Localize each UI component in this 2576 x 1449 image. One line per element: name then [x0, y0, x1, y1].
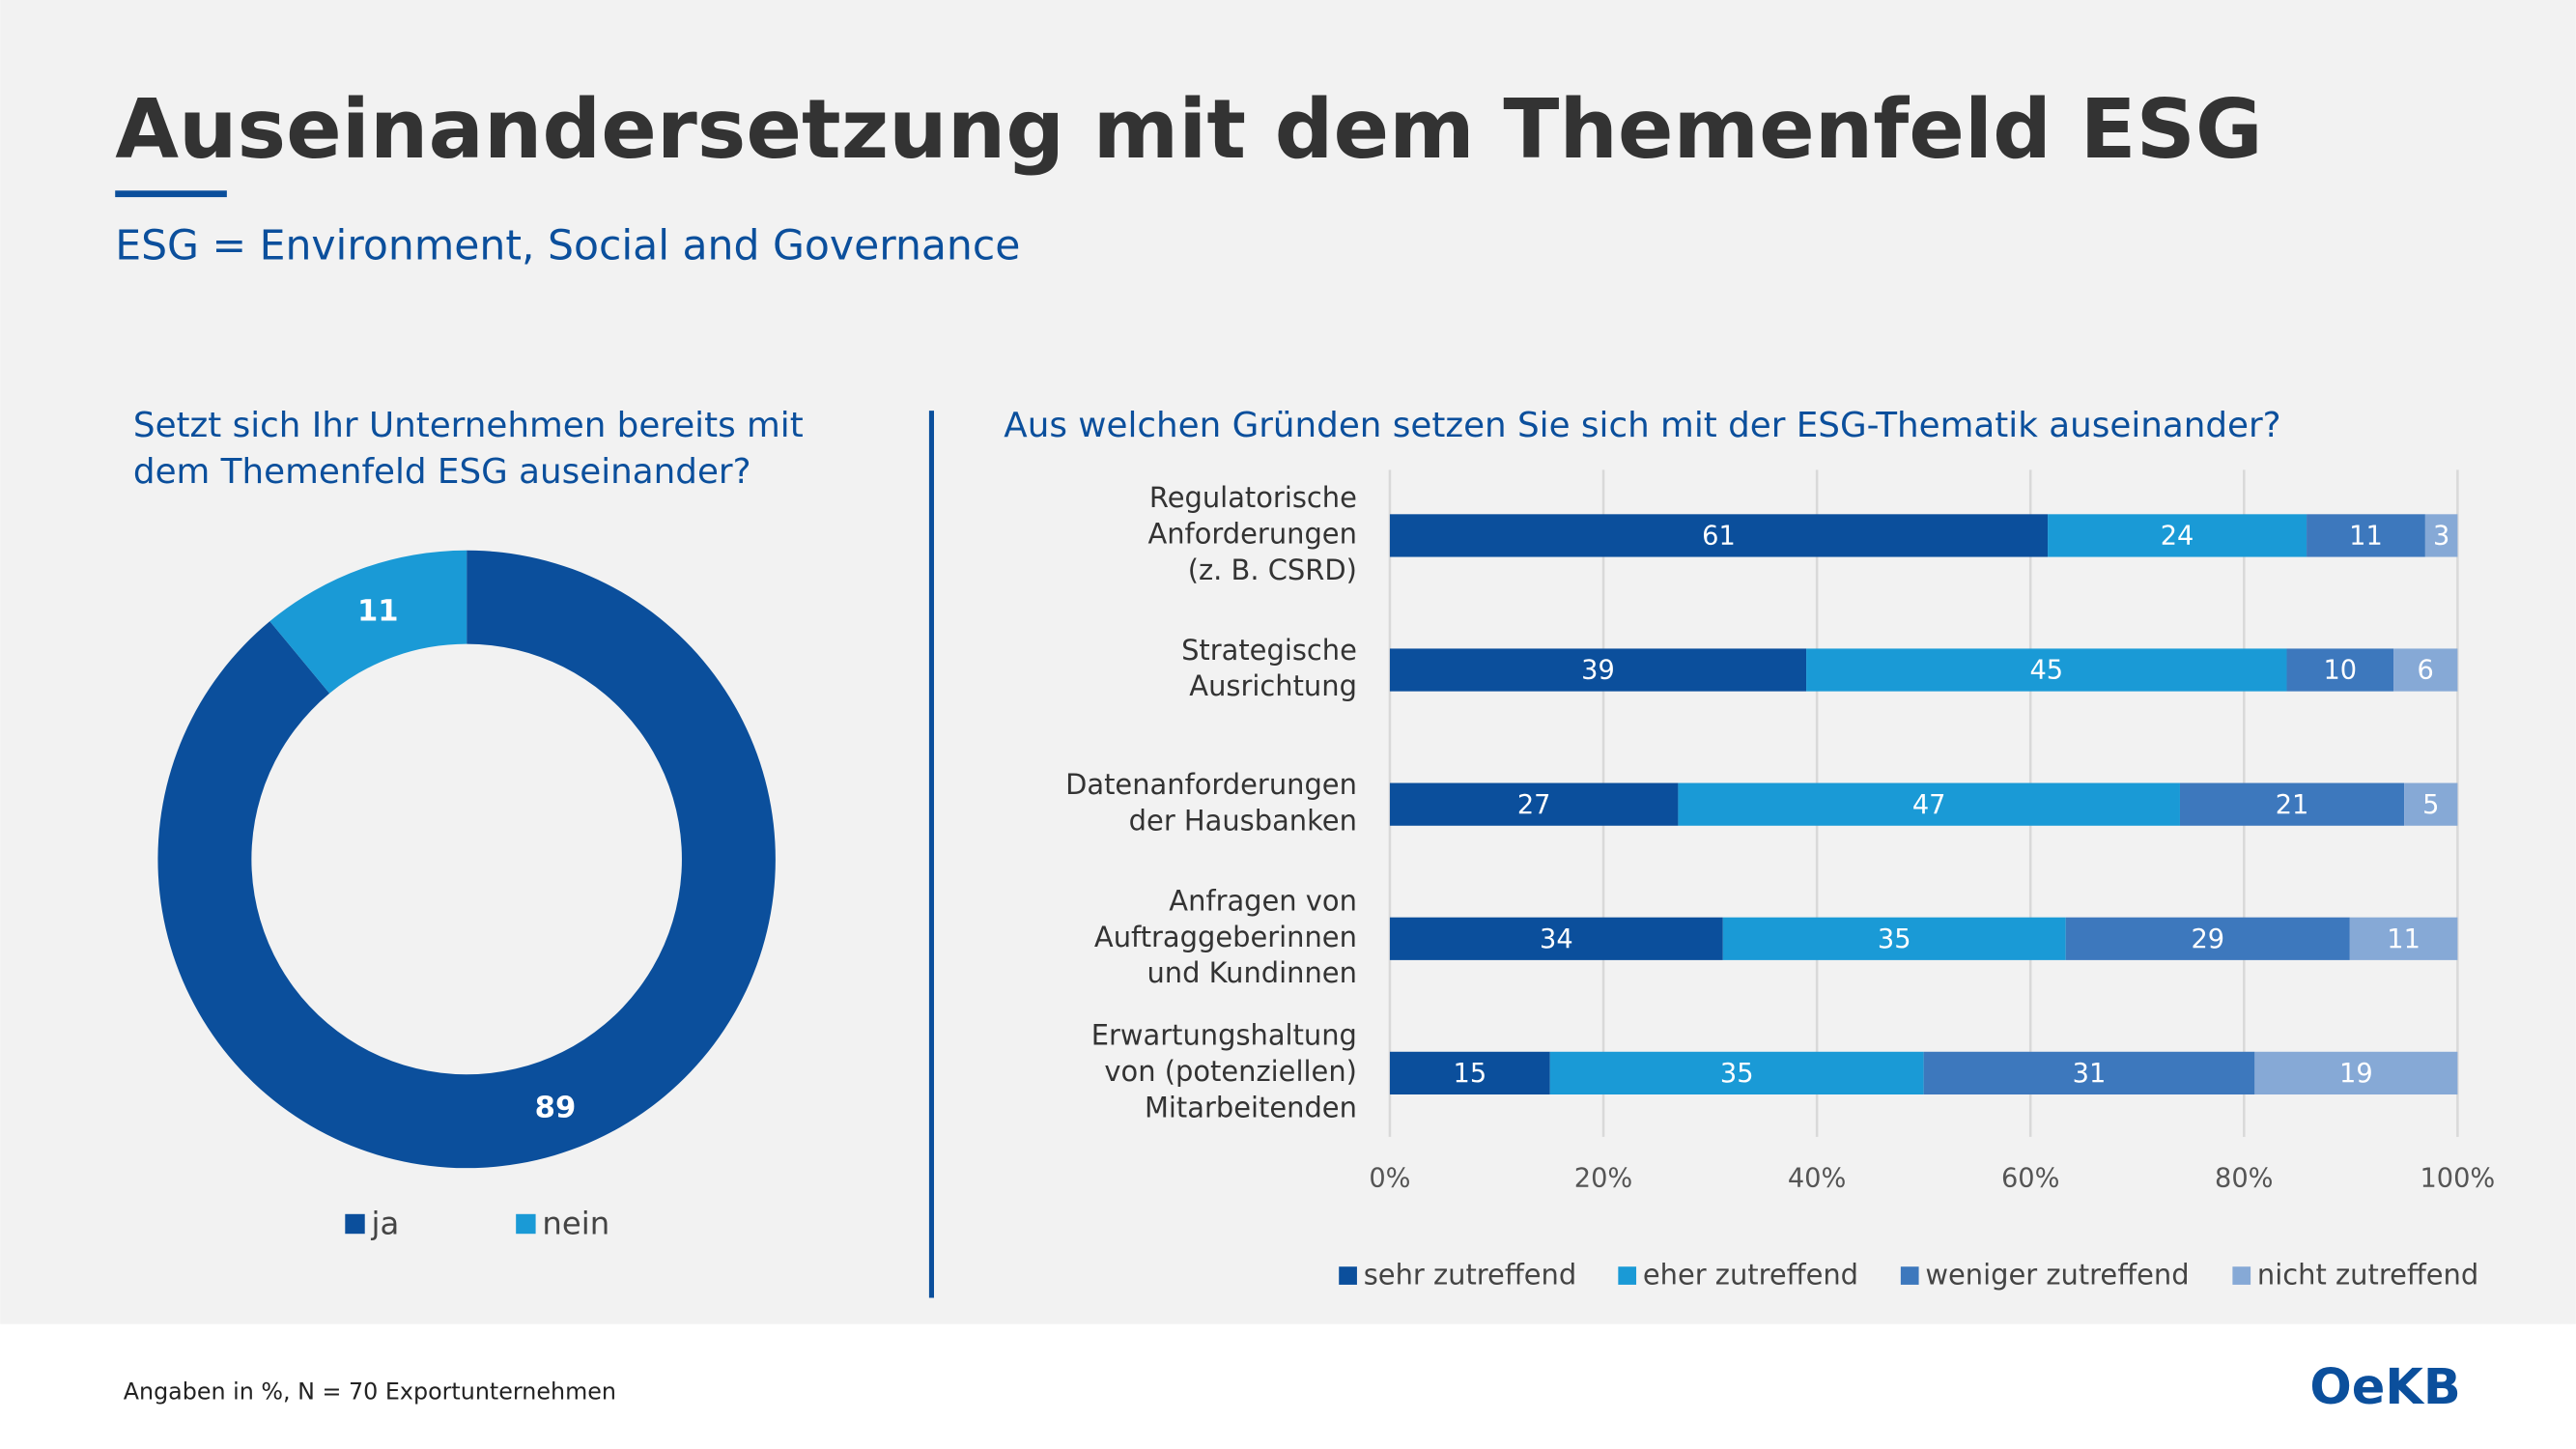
data-label: 31 — [2073, 1059, 2107, 1089]
category-label: Strategische — [1181, 634, 1357, 667]
bar-segment — [1923, 1051, 2255, 1094]
category-label: der Hausbanken — [1129, 804, 1357, 837]
data-label: 15 — [1454, 1059, 1487, 1089]
data-label: 3 — [2433, 522, 2449, 552]
donut-slice — [269, 550, 467, 694]
bar-segment — [2065, 917, 2350, 960]
data-label: 11 — [2349, 522, 2383, 552]
x-tick-label: 40% — [1788, 1164, 1846, 1194]
category-label: Erwartungshaltung — [1091, 1018, 1357, 1051]
bar-segment — [2307, 514, 2425, 557]
bar-segment — [1722, 917, 2066, 960]
data-label: 34 — [1540, 924, 1573, 954]
category-label: Auftraggeberinnen — [1094, 921, 1357, 953]
category-label: Datenanforderungen — [1065, 768, 1357, 801]
data-label: 29 — [2191, 924, 2224, 954]
data-label: 35 — [1878, 924, 1911, 954]
x-tick-label: 60% — [2001, 1164, 2059, 1194]
category-label: und Kundinnen — [1146, 956, 1356, 989]
bar-segment — [1389, 1051, 1550, 1094]
data-label: 21 — [2276, 790, 2309, 820]
title-underline — [115, 190, 227, 198]
logo: OeKB — [2309, 1359, 2460, 1416]
data-label: 6 — [2418, 656, 2434, 686]
bar-segment — [1389, 648, 1807, 692]
legend-swatch — [1339, 1266, 1357, 1285]
legend-swatch — [345, 1213, 365, 1235]
legend-label: nicht zutreffend — [2257, 1258, 2478, 1291]
legend-label: sehr zutreffend — [1364, 1258, 1576, 1291]
footer-background — [0, 1323, 2576, 1449]
category-label: Ausrichtung — [1189, 669, 1357, 702]
category-label: (z. B. CSRD) — [1188, 554, 1357, 586]
legend-label: ja — [371, 1206, 400, 1242]
footnote: Angaben in %, N = 70 Exportunternehmen — [124, 1378, 616, 1406]
data-label: 27 — [1517, 790, 1551, 820]
legend-swatch — [516, 1213, 536, 1235]
chart-title: Setzt sich Ihr Unternehmen bereits mit — [133, 406, 804, 445]
bar-segment — [1389, 514, 2049, 557]
data-label: 35 — [1720, 1059, 1754, 1089]
chart-title: dem Themenfeld ESG auseinander? — [133, 452, 751, 492]
category-label: von (potenziellen) — [1104, 1055, 1356, 1088]
bar-segment — [1806, 648, 2287, 692]
x-tick-label: 20% — [1574, 1164, 1632, 1194]
bar-segment — [2393, 648, 2458, 692]
category-label: Anfragen von — [1169, 884, 1357, 917]
legend-swatch — [1900, 1266, 1919, 1285]
x-tick-label: 80% — [2215, 1164, 2273, 1194]
category-label: Regulatorische — [1149, 481, 1357, 514]
category-label: Mitarbeitenden — [1145, 1091, 1357, 1123]
bar-segment — [1549, 1051, 1924, 1094]
data-label: 10 — [2323, 656, 2357, 686]
bar-segment — [2254, 1051, 2458, 1094]
x-tick-label: 100% — [2420, 1164, 2495, 1194]
bar-segment — [1389, 917, 1723, 960]
category-label: Anforderungen — [1147, 517, 1356, 550]
data-label: 5 — [2422, 790, 2439, 820]
legend-swatch — [2232, 1266, 2251, 1285]
subtitle: ESG = Environment, Social and Governance — [115, 222, 1020, 270]
bar-segment — [2179, 782, 2405, 826]
bar-segment — [2424, 514, 2458, 557]
data-label: 19 — [2339, 1059, 2373, 1089]
x-tick-label: 0% — [1369, 1164, 1410, 1194]
data-label: 11 — [2387, 924, 2420, 954]
data-label: 39 — [1581, 656, 1615, 686]
title: Auseinandersetzung mit dem Themenfeld ES… — [115, 82, 2262, 178]
legend-label: weniger zutreffend — [1925, 1258, 2189, 1291]
chart-title: Aus welchen Gründen setzen Sie sich mit … — [1004, 406, 2280, 445]
bar-segment — [2286, 648, 2394, 692]
data-label: 47 — [1912, 790, 1946, 820]
bar-segment — [2349, 917, 2458, 960]
legend-label: eher zutreffend — [1643, 1258, 1858, 1291]
legend-swatch — [1618, 1266, 1637, 1285]
data-label: 24 — [2161, 522, 2194, 552]
data-label: 11 — [357, 595, 399, 629]
bar-segment — [1678, 782, 2180, 826]
data-label: 89 — [535, 1091, 577, 1124]
bar-segment — [2404, 782, 2458, 826]
legend-label: nein — [542, 1206, 609, 1242]
data-label: 61 — [1702, 522, 1736, 552]
bar-segment — [2048, 514, 2307, 557]
bar-segment — [1389, 782, 1679, 826]
data-label: 45 — [2029, 656, 2063, 686]
donut-slice — [157, 550, 776, 1169]
